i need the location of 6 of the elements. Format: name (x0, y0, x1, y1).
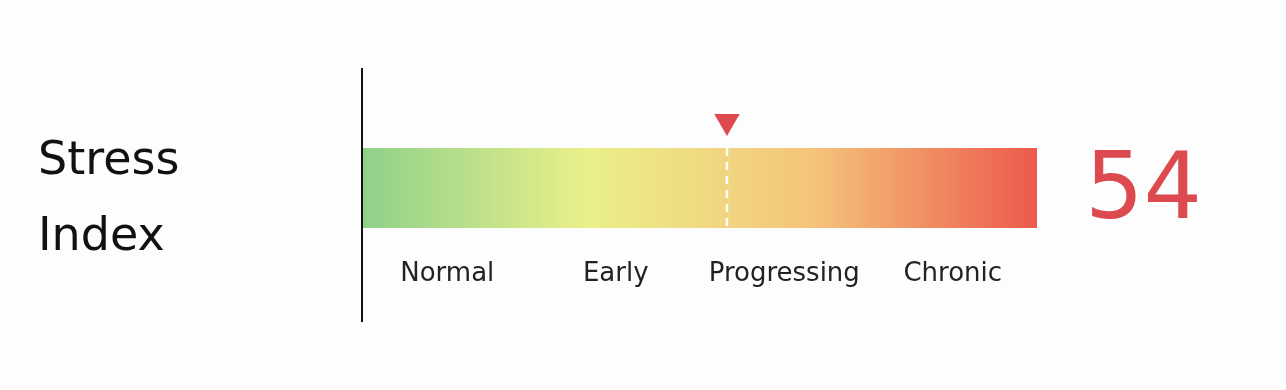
text: Normal (400, 257, 495, 287)
text: Stress Index (38, 131, 180, 261)
text: Early (582, 257, 649, 287)
text: Progressing (708, 257, 860, 287)
text: Chronic (903, 257, 1003, 287)
data-label: 54 (1085, 133, 1203, 240)
